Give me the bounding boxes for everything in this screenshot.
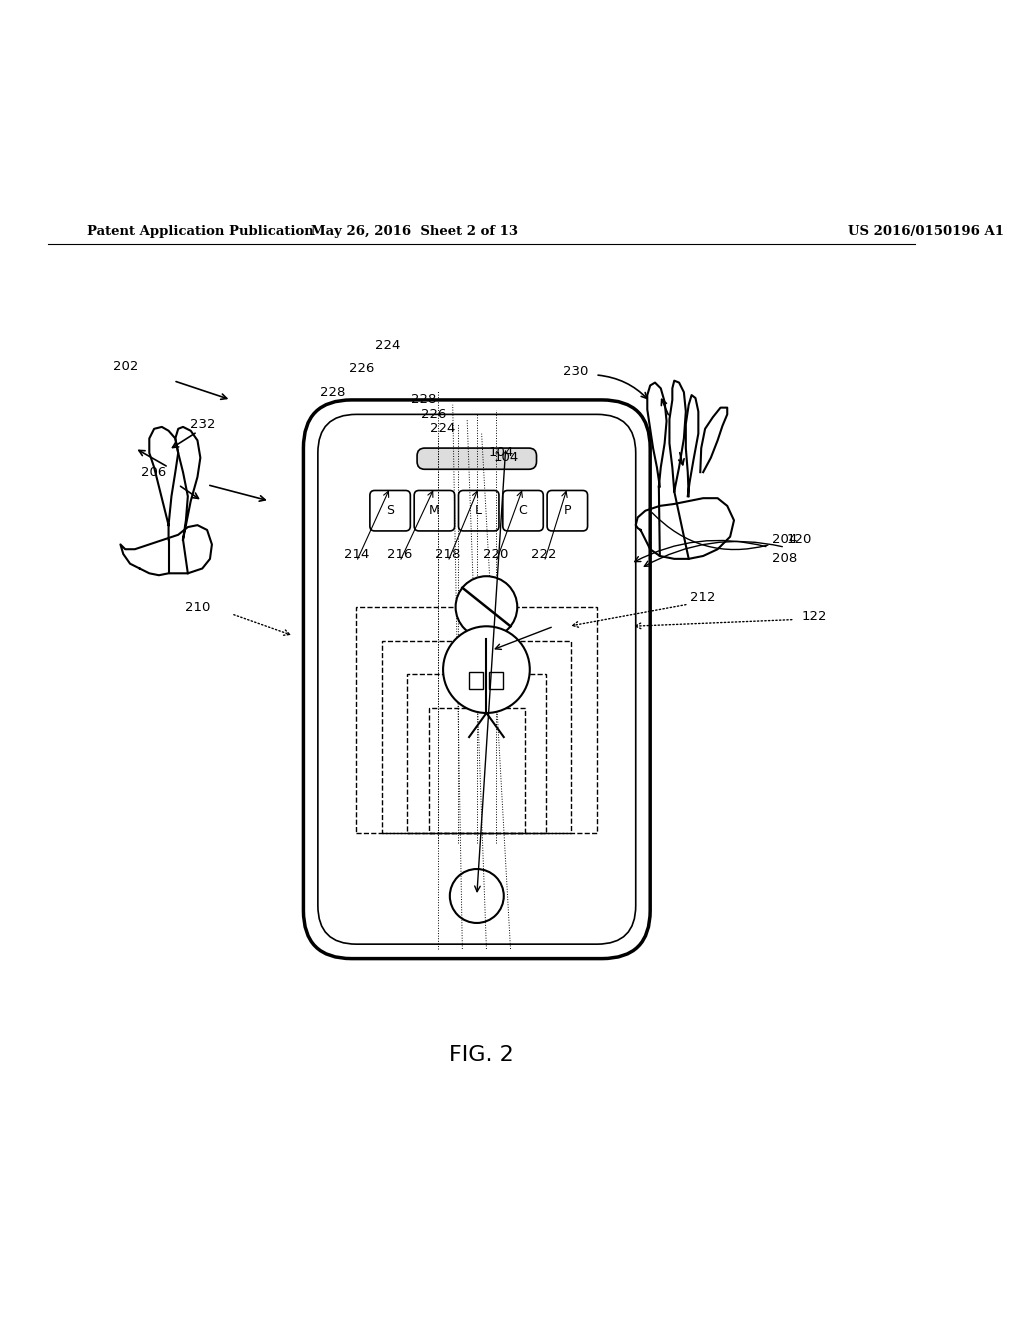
Text: S: S [386,504,394,517]
Text: FIG. 2: FIG. 2 [450,1045,514,1065]
Circle shape [450,869,504,923]
Text: 122: 122 [801,610,826,623]
Text: 212: 212 [690,591,716,603]
Text: 104: 104 [488,446,513,459]
Text: US 2016/0150196 A1: US 2016/0150196 A1 [848,224,1004,238]
Text: 120: 120 [786,533,812,546]
Text: 224: 224 [375,338,400,351]
Text: 222: 222 [531,548,557,561]
FancyBboxPatch shape [503,491,544,531]
Text: 226: 226 [421,408,446,421]
Text: 218: 218 [435,548,461,561]
Text: 202: 202 [113,360,138,372]
Text: M: M [429,504,439,517]
Text: 214: 214 [344,548,369,561]
Bar [382,640,571,833]
Bar [489,672,503,689]
FancyBboxPatch shape [317,414,636,944]
Text: 210: 210 [184,601,210,614]
Bar [429,708,525,833]
FancyBboxPatch shape [414,491,455,531]
Text: 216: 216 [387,548,413,561]
Text: Patent Application Publication: Patent Application Publication [87,224,313,238]
Text: 228: 228 [411,393,436,407]
FancyBboxPatch shape [370,491,411,531]
Bar [356,607,597,833]
Bar [469,672,482,689]
Text: 206: 206 [141,466,167,479]
Bar [408,675,546,833]
Text: P: P [563,504,571,517]
Circle shape [456,577,517,638]
Text: 220: 220 [483,548,509,561]
Text: C: C [519,504,527,517]
FancyBboxPatch shape [303,400,650,958]
Text: 226: 226 [348,362,374,375]
Circle shape [443,626,529,713]
FancyBboxPatch shape [547,491,588,531]
Text: 208: 208 [772,552,798,565]
Text: May 26, 2016  Sheet 2 of 13: May 26, 2016 Sheet 2 of 13 [310,224,518,238]
Text: L: L [475,504,482,517]
Text: 204: 204 [772,533,798,546]
Text: 230: 230 [563,364,589,378]
Text: 232: 232 [189,417,215,430]
FancyBboxPatch shape [459,491,499,531]
Text: 228: 228 [319,385,345,399]
Text: 104: 104 [494,451,518,465]
Text: 224: 224 [430,422,456,436]
FancyBboxPatch shape [417,447,537,470]
